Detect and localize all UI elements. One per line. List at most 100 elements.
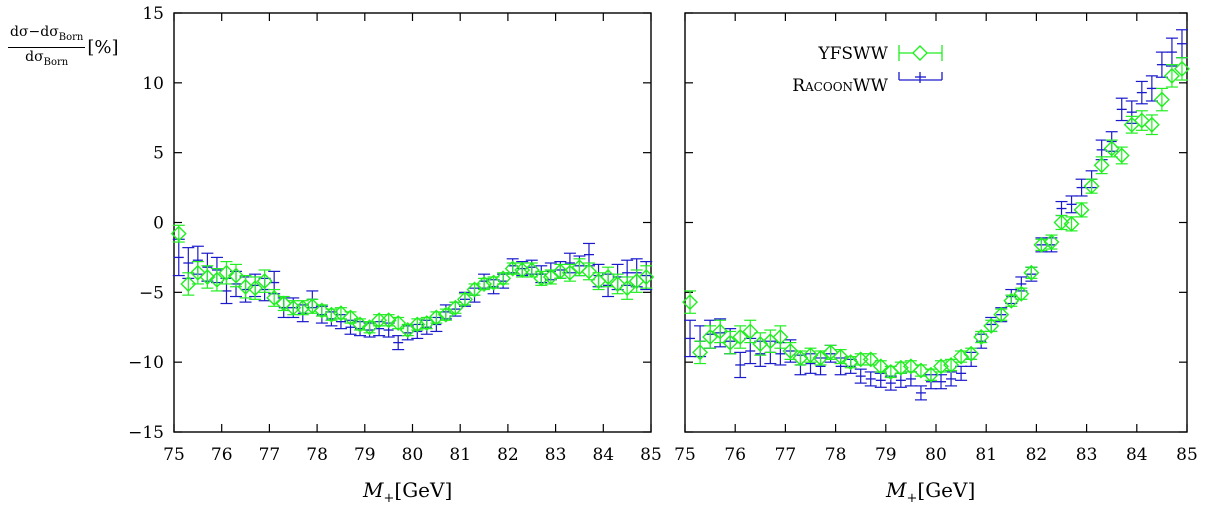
data-point [228, 263, 244, 288]
data-point [571, 258, 588, 277]
x-tick-label: 81 [975, 445, 997, 465]
x-tick-label: 82 [1026, 445, 1048, 465]
data-point [1063, 215, 1080, 232]
data-point [993, 306, 1010, 323]
y-axis-label-unit: [%] [87, 36, 119, 58]
y-tick-label: 0 [153, 214, 164, 234]
data-point [323, 306, 340, 323]
data-point [1173, 57, 1190, 81]
data-point [418, 315, 435, 332]
data-point [189, 261, 206, 285]
data-point [702, 325, 719, 349]
data-point [466, 281, 483, 298]
data-point [832, 348, 849, 365]
x-tick-label: 81 [449, 445, 471, 465]
x-tick-label: 76 [211, 445, 233, 465]
data-point [456, 291, 473, 308]
data-point [1073, 201, 1090, 218]
data-point [842, 354, 859, 371]
data-point [1163, 64, 1180, 88]
data-point [313, 302, 330, 319]
x-tick-label: 75 [674, 445, 696, 465]
data-point [392, 335, 405, 351]
series-yfsww [170, 224, 655, 339]
x-tick-label: 84 [592, 445, 614, 465]
data-point [1123, 115, 1140, 134]
x-tick-label: 80 [925, 445, 947, 465]
y-tick-label: −5 [139, 283, 164, 303]
data-point [1033, 236, 1050, 253]
x-tick-label: 77 [259, 445, 281, 465]
data-point [854, 368, 867, 384]
x-tick-label: 78 [306, 445, 328, 465]
y-tick-label: −10 [128, 353, 164, 373]
left-plot-panel: 75 76 77 78 79 80 81 82 83 84 85 −15 −10 −5 0 5 10 15 [128, 4, 662, 465]
data-point [523, 261, 540, 278]
x-tick-label: 76 [724, 445, 746, 465]
x-tick-label: 83 [1076, 445, 1098, 465]
x-tick-label: 78 [825, 445, 847, 465]
data-point [734, 351, 747, 379]
right-plot-panel: 75 76 77 78 79 80 81 82 83 84 85 [674, 12, 1198, 465]
data-point [218, 261, 235, 285]
data-point [294, 299, 311, 316]
data-point [822, 344, 839, 361]
data-point [495, 270, 512, 287]
data-point [1083, 178, 1100, 195]
legend-sample-yfsww [898, 45, 943, 61]
data-point [1023, 264, 1040, 281]
legend-label-racoonww: RacoonWW [792, 76, 888, 96]
data-point [1133, 110, 1150, 131]
data-point [533, 270, 550, 287]
x-tick-label: 84 [1126, 445, 1148, 465]
x-tick-label: 77 [775, 445, 797, 465]
data-point [304, 298, 321, 315]
data-point [1113, 146, 1130, 165]
data-point [428, 309, 445, 326]
data-point [180, 272, 197, 296]
data-point [874, 372, 887, 388]
data-point [609, 273, 626, 295]
data-point [1065, 195, 1078, 214]
data-point [1175, 29, 1188, 59]
x-tick-label: 85 [640, 445, 662, 465]
x-tick-label: 83 [545, 445, 567, 465]
data-point [914, 385, 927, 401]
data-point [476, 275, 493, 292]
data-point [802, 347, 819, 364]
y-tick-label: −15 [128, 423, 164, 443]
y-axis-label: dσ−dσBorn dσBorn [%] [8, 24, 119, 71]
data-point [864, 371, 877, 387]
data-point [973, 329, 990, 346]
data-point [692, 340, 709, 365]
data-point [266, 288, 283, 307]
data-point [170, 224, 187, 243]
data-point [208, 267, 225, 292]
data-point [1043, 234, 1060, 251]
data-point [732, 325, 749, 349]
data-point [1075, 178, 1088, 197]
data-point [772, 325, 789, 349]
data-point [684, 319, 697, 358]
data-point [390, 315, 407, 332]
y-tick-label: 10 [142, 74, 164, 94]
x-tick-label: 79 [875, 445, 897, 465]
data-point [862, 351, 879, 368]
data-point [1013, 285, 1030, 302]
data-point [812, 349, 829, 366]
data-point [275, 295, 292, 312]
data-point [1165, 37, 1178, 67]
data-point [199, 265, 216, 289]
data-point [752, 332, 769, 356]
legend: YFSWW RacoonWW [792, 44, 943, 96]
y-axis-label-denominator: dσBorn [25, 48, 69, 68]
x-tick-label: 75 [163, 445, 185, 465]
data-point [1153, 87, 1170, 112]
data-point [792, 349, 809, 366]
data-point [742, 319, 759, 344]
x-axis-label-left: M+[GeV] [363, 478, 453, 506]
data-point [1143, 114, 1160, 136]
data-point [963, 345, 980, 362]
data-point [237, 274, 254, 299]
